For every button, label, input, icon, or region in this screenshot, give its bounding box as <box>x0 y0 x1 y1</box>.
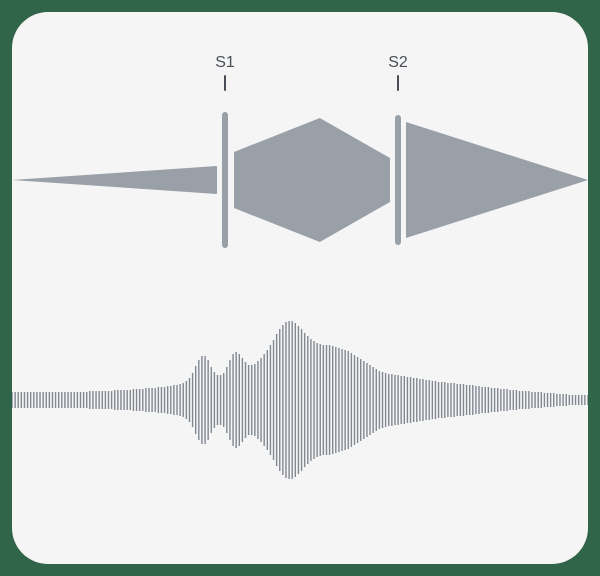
envelope-segment-2 <box>406 122 588 238</box>
envelope-segment-1 <box>234 118 390 242</box>
envelope-segment-0 <box>12 166 217 194</box>
label-s1: S1 <box>215 54 235 71</box>
outer-frame: S1 S2 <box>0 0 600 576</box>
diagram-card: S1 S2 <box>12 12 588 564</box>
envelope-mark-s1 <box>222 112 228 248</box>
envelope-mark-s2 <box>395 115 401 245</box>
diagram-svg: S1 S2 <box>12 12 588 564</box>
label-s2: S2 <box>388 54 408 71</box>
waveform <box>12 321 588 479</box>
